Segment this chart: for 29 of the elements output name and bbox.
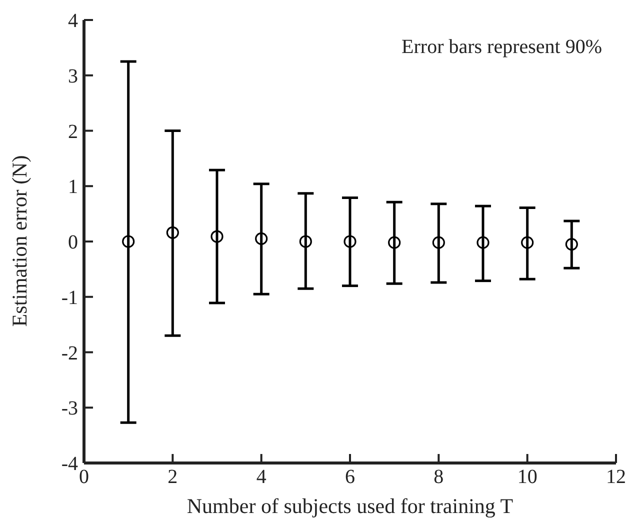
point <box>565 238 578 251</box>
y-tick-label: 1 <box>68 176 78 198</box>
y-tick-label: 2 <box>68 120 78 143</box>
x-tick-label: 12 <box>606 466 626 488</box>
point <box>344 235 356 248</box>
annotation: Error bars represent 90% <box>402 36 602 59</box>
point <box>476 236 490 249</box>
point <box>299 235 312 248</box>
point <box>521 236 534 249</box>
y-tick-label: 3 <box>68 65 78 88</box>
point <box>255 232 268 246</box>
x-tick-label: 8 <box>434 466 444 488</box>
y-axis-title: Estimation error (N) <box>8 155 32 327</box>
x-tick-label: 2 <box>168 466 178 488</box>
y-tick-label: -4 <box>61 453 78 475</box>
point <box>166 226 179 239</box>
y-tick-label: 0 <box>68 232 78 254</box>
y-tick-label: -2 <box>61 342 78 364</box>
y-tick-label: 4 <box>68 10 78 32</box>
y-tick-label: -1 <box>61 286 78 309</box>
point <box>122 235 135 248</box>
x-tick-label: 4 <box>256 466 266 488</box>
y-tick-label: -3 <box>61 398 78 420</box>
point <box>388 236 401 249</box>
point <box>210 230 224 243</box>
x-axis-title: Number of subjects used for training T <box>186 494 514 519</box>
x-tick-label: 6 <box>345 466 355 488</box>
x-tick-label: 10 <box>517 466 538 488</box>
point <box>432 236 445 249</box>
